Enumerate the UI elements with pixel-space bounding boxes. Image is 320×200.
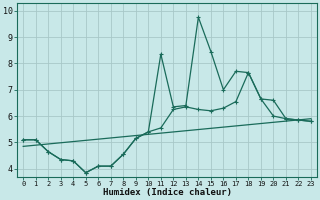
- X-axis label: Humidex (Indice chaleur): Humidex (Indice chaleur): [103, 188, 232, 197]
